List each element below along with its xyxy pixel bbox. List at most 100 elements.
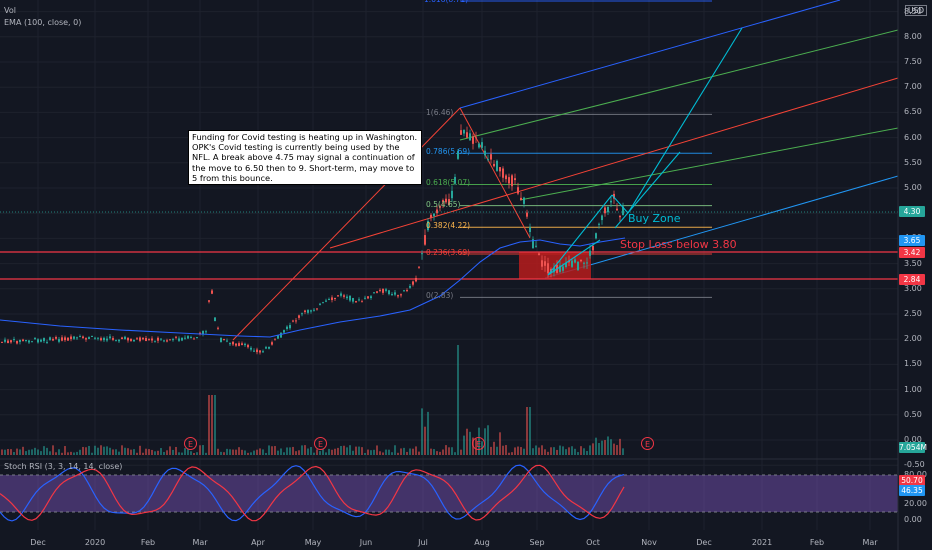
candle-body [256,349,258,353]
candle-body [172,339,174,341]
volume-bar [493,441,495,455]
volume-bar [40,451,42,455]
volume-bar [295,451,297,455]
candle-body [241,343,243,346]
candle-body [349,295,351,301]
candle-body [307,310,309,313]
volume-bar [193,452,195,455]
candle-body [376,291,378,293]
volume-bar [406,451,408,455]
candle-body [115,339,117,341]
volume-bar [610,439,612,455]
candle-body [148,338,150,340]
volume-bar [403,447,405,455]
candle-body [139,337,141,341]
candle-body [112,338,114,340]
candle-body [235,343,237,346]
time-tick-label: Dec [30,538,46,547]
earnings-marker: E [184,437,197,450]
volume-bar [58,449,60,455]
candle-body [328,298,330,300]
volume-bar [574,448,576,455]
candle-body [340,293,342,296]
candle-body [88,337,90,339]
time-tick-label: Aug [474,538,490,547]
candle-body [538,253,540,256]
volume-bar [550,447,552,455]
candle-body [583,262,585,264]
candle-body [175,336,177,338]
earnings-marker: E [472,437,485,450]
candle-body [142,337,144,340]
time-tick-label: Dec [696,538,712,547]
volume-bar [454,452,456,455]
volume-bar [280,448,282,455]
candle-body [532,239,534,249]
volume-bar [34,447,36,455]
candle-body [598,223,600,225]
volume-bar [85,447,87,455]
candle-body [364,297,366,299]
volume-bar [328,448,330,455]
candle-body [298,315,300,318]
price-tick-label: 2.00 [904,334,922,344]
volume-bar [82,446,84,455]
volume-bar [394,445,396,455]
volume-bar [157,450,159,455]
volume-bar [466,428,468,455]
candle-body [22,339,24,342]
candle-body [289,325,291,329]
candle-body [547,263,549,274]
candle-body [502,168,504,178]
candle-body [439,206,441,208]
volume-bar [1,449,3,455]
candle-body [472,136,474,144]
candle-body [358,299,360,301]
volume-bar [121,445,123,455]
candle-body [100,338,102,341]
candle-body [238,343,240,346]
volume-bar [484,428,486,455]
candle-body [184,337,186,339]
candle-body [553,267,555,273]
volume-bar [577,452,579,455]
volume-bar [259,448,261,455]
currency-label[interactable]: USD [905,5,928,16]
candle-body [310,310,312,312]
candle-body [271,342,273,345]
candle-body [121,337,123,340]
volume-bar [514,447,516,455]
volume-bar [529,407,531,455]
volume-bar [94,445,96,455]
volume-bar [55,452,57,455]
volume-bar [358,446,360,455]
volume-bar [502,445,504,455]
candle-body [103,337,105,341]
projection-arrow [627,27,743,214]
candle-body [367,296,369,299]
volume-bar [463,435,465,455]
candle-body [187,336,189,339]
volume-bar [304,445,306,455]
volume-bar [604,440,606,455]
price-tick-label: 7.00 [904,82,922,92]
volume-bar [253,450,255,455]
candle-body [430,214,432,218]
volume-bar [436,451,438,455]
volume-bar [208,395,210,455]
price-badge: 3.42 [899,247,925,258]
price-tick-label: 5.00 [904,183,922,192]
candle-body [508,177,510,184]
volume-bar [379,451,381,455]
volume-bar [268,445,270,455]
fib-level-label: 0.236(3.69) [426,248,471,258]
candle-body [499,167,501,172]
candle-body [451,190,453,199]
volume-bar [586,451,588,455]
stop-loss-label: Stop Loss below 3.80 [620,238,737,251]
candle-body [262,351,264,353]
volume-bar [547,451,549,455]
volume-bar [520,447,522,455]
volume-bar [364,452,366,455]
